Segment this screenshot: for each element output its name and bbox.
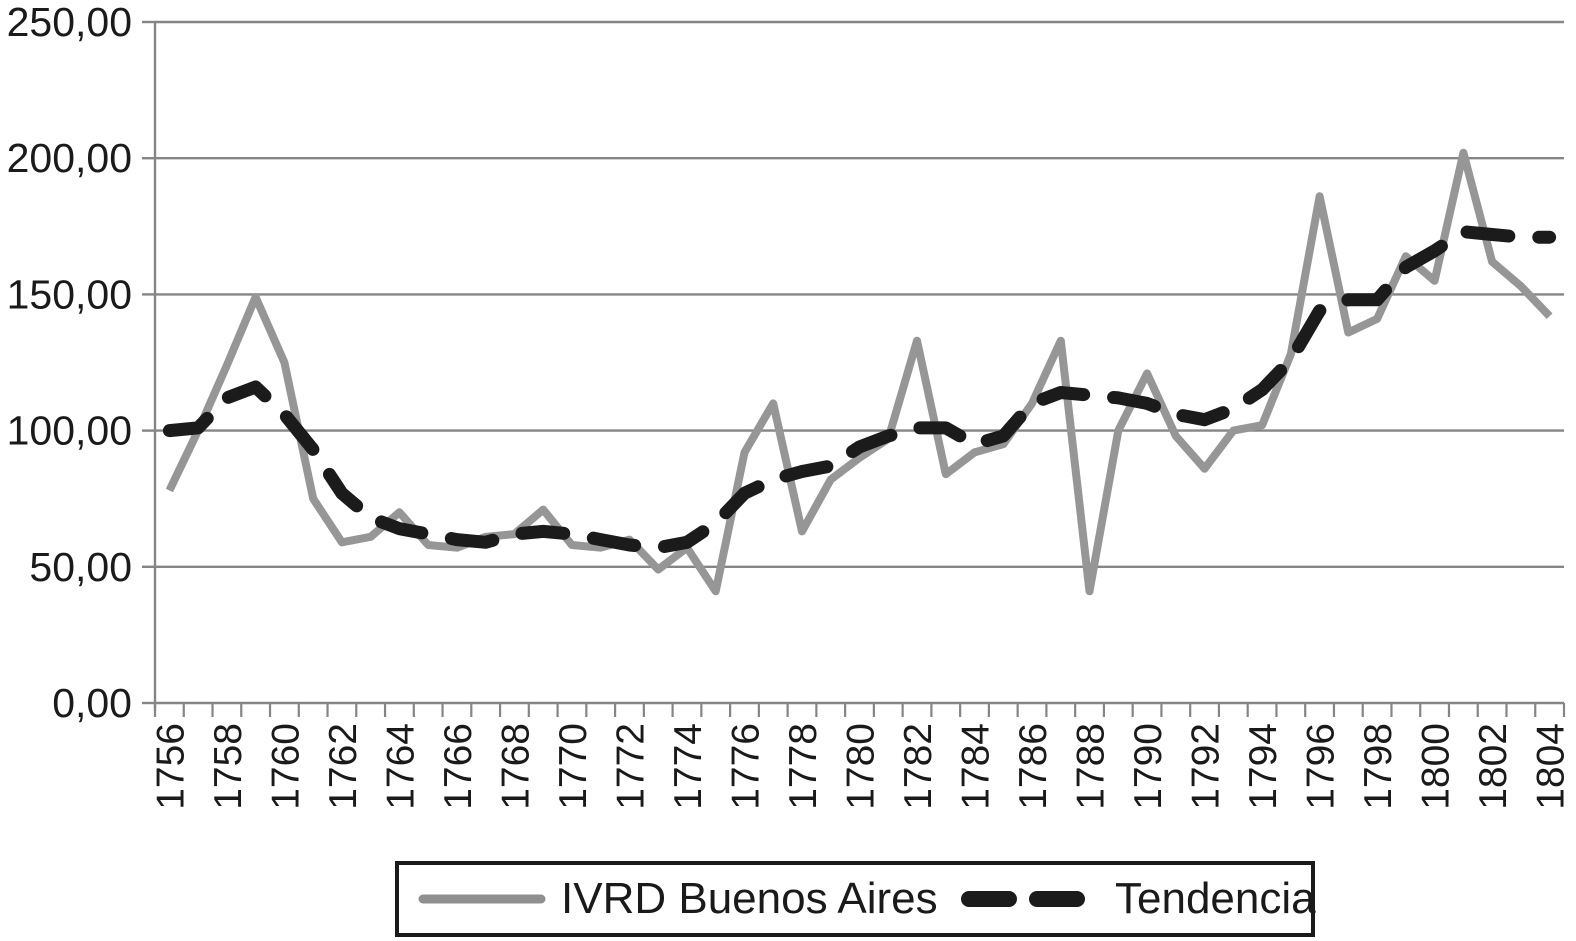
x-axis-label: 1782 — [897, 723, 940, 810]
series-line-ivrd — [165, 148, 1553, 596]
series-line-tendencia — [162, 225, 1557, 555]
y-axis-label: 250,00 — [7, 0, 132, 45]
x-axis-label: 1794 — [1242, 723, 1285, 810]
x-axis-label: 1776 — [724, 723, 767, 810]
x-axis-label: 1764 — [379, 723, 422, 810]
x-axis-label: 1804 — [1530, 723, 1573, 810]
x-axis-label: 1798 — [1357, 723, 1400, 810]
x-axis-label: 1790 — [1127, 723, 1170, 810]
legend-item-tendencia: Tendencia — [959, 865, 1316, 933]
x-axis-label: 1756 — [149, 723, 192, 810]
x-axis-label: 1802 — [1472, 723, 1515, 810]
solid-line-swatch-icon — [418, 894, 546, 904]
x-axis-label: 1770 — [552, 723, 595, 810]
x-axis-label: 1780 — [840, 723, 883, 810]
x-axis-label: 1788 — [1070, 723, 1113, 810]
x-axis-label: 1786 — [1012, 723, 1055, 810]
legend-label-ivrd: IVRD Buenos Aires — [561, 874, 938, 923]
x-axis-label: 1762 — [322, 723, 365, 810]
y-axis-label: 150,00 — [7, 271, 132, 317]
x-axis-label: 1792 — [1185, 723, 1228, 810]
y-axis-label: 50,00 — [29, 544, 132, 590]
x-axis-label: 1774 — [667, 723, 710, 810]
x-axis-label: 1766 — [437, 723, 480, 810]
y-axis-label: 100,00 — [7, 408, 132, 454]
x-axis-label: 1784 — [955, 723, 998, 810]
legend-item-ivrd: IVRD Buenos Aires — [417, 865, 938, 933]
x-axis-label: 1778 — [782, 723, 825, 810]
legend-label-tendencia: Tendencia — [1115, 874, 1316, 923]
chart-legend: IVRD Buenos Aires Tendencia — [395, 861, 1316, 937]
y-axis-label: 0,00 — [52, 680, 132, 726]
x-axis-label: 1768 — [494, 723, 537, 810]
x-axis-label: 1758 — [207, 723, 250, 810]
x-axis-label: 1796 — [1300, 723, 1343, 810]
x-axis-label: 1760 — [264, 723, 307, 810]
y-axis-label: 200,00 — [7, 135, 132, 181]
x-axis-label: 1772 — [609, 723, 652, 810]
dashed-line-swatch-icon — [961, 891, 1085, 907]
x-axis-label: 1800 — [1415, 723, 1458, 810]
